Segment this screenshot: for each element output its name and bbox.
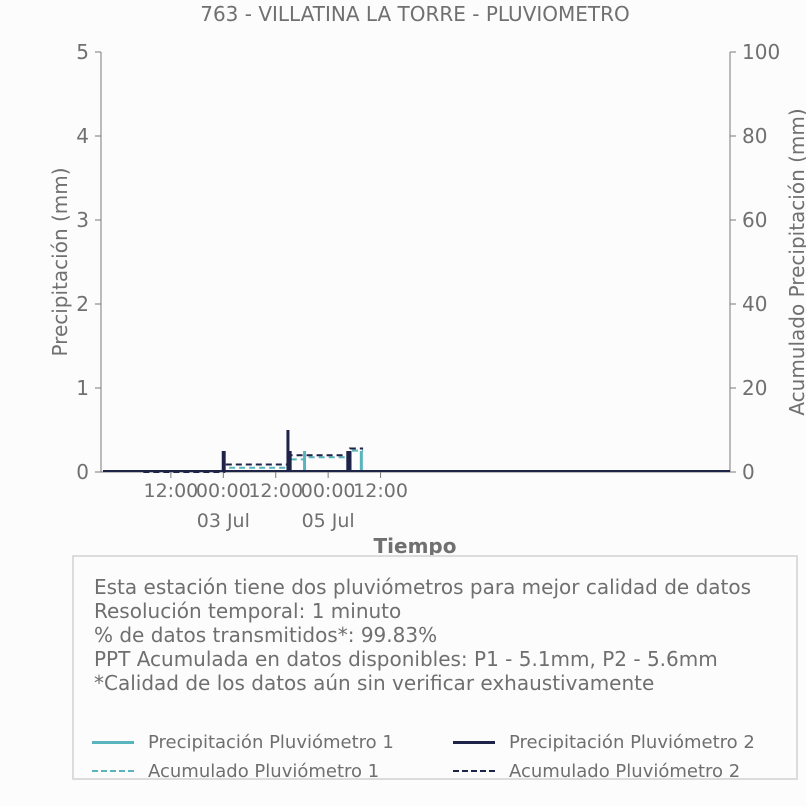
x-tick-label: 00:00 (301, 480, 356, 502)
info-line: % de datos transmitidos*: 99.83% (94, 623, 438, 647)
legend-swatch (92, 740, 134, 744)
y-tick-label: 1 (76, 376, 89, 400)
y-right-tick-label: 0 (742, 460, 755, 484)
info-panel: Esta estación tiene dos pluviómetros par… (72, 555, 798, 782)
y-tick-label: 3 (76, 208, 89, 232)
y-tick-label: 2 (76, 292, 89, 316)
y-axis-right-label: Acumulado Precipitación (mm) (785, 108, 806, 415)
x-tick-sublabel: 05 Jul (302, 510, 355, 532)
info-line: *Calidad de los datos aún sin verificar … (94, 671, 655, 695)
legend-swatch (92, 770, 134, 772)
legend-label: Precipitación Pluviómetro 1 (148, 731, 394, 753)
info-line: Esta estación tiene dos pluviómetros par… (94, 575, 752, 599)
legend-label: Acumulado Pluviómetro 1 (148, 760, 380, 782)
y-right-tick-label: 60 (742, 208, 767, 232)
legend-label: Precipitación Pluviómetro 2 (509, 731, 755, 753)
data-marks (103, 430, 730, 473)
info-line: PPT Acumulada en datos disponibles: P1 -… (94, 647, 718, 671)
series-4-accum-line (143, 447, 364, 473)
y-right-tick-label: 20 (742, 376, 767, 400)
x-axis-label: Tiempo (374, 534, 457, 558)
x-tick-label: 12:00 (353, 480, 408, 502)
y-axis-label: Precipitación (mm) (48, 167, 72, 356)
legend-label: Acumulado Pluviómetro 2 (509, 760, 741, 782)
legend-swatch (453, 770, 495, 772)
x-tick-label: 12:00 (248, 480, 303, 502)
y-right-tick-label: 100 (742, 40, 780, 64)
y-tick-label: 0 (76, 460, 89, 484)
info-line: Resolución temporal: 1 minuto (94, 599, 402, 623)
x-tick-sublabel: 03 Jul (197, 510, 250, 532)
y-tick-label: 5 (76, 40, 89, 64)
y-right-tick-label: 80 (742, 124, 767, 148)
legend-item-acum-p1: Acumulado Pluviómetro 1 (92, 760, 379, 782)
legend-item-acum-p2: Acumulado Pluviómetro 2 (453, 760, 740, 782)
series-2-accum-line (143, 449, 364, 473)
legend-item-precip-p1: Precipitación Pluviómetro 1 (92, 731, 394, 753)
legend-swatch (453, 740, 495, 744)
y-right-tick-label: 40 (742, 292, 767, 316)
x-tick-label: 12:00 (144, 480, 199, 502)
legend-item-precip-p2: Precipitación Pluviómetro 2 (453, 731, 755, 753)
x-tick-label: 00:00 (196, 480, 251, 502)
info-lines: Esta estación tiene dos pluviómetros par… (94, 575, 751, 695)
chart-title: 763 - VILLATINA LA TORRE - PLUVIOMETRO (200, 2, 630, 26)
y-tick-label: 4 (76, 124, 89, 148)
